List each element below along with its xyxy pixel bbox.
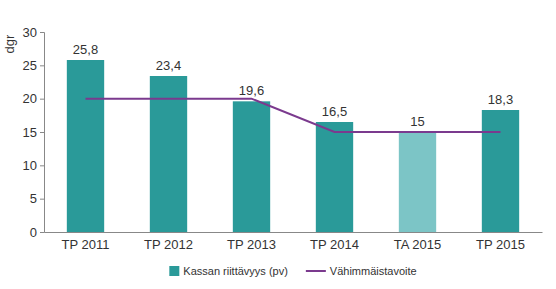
- y-axis-line: [40, 33, 45, 233]
- y-tick-label: 30: [23, 25, 37, 40]
- data-label: 25,8: [73, 42, 98, 57]
- y-tick-mark: [40, 232, 44, 233]
- x-tick: TP 2013: [227, 232, 276, 252]
- bar: [482, 110, 519, 232]
- y-tick: 25: [23, 58, 44, 73]
- y-tick-label: 15: [23, 125, 37, 140]
- y-tick: 30: [23, 25, 44, 40]
- data-label: 16,5: [322, 104, 347, 119]
- chart: 0 5 10 15 20 25 30 TP 2011 TP 2012 TP 2013 TP 2014…: [0, 0, 556, 289]
- legend-swatch: [169, 266, 179, 276]
- x-tick-label: TP 2015: [476, 237, 525, 252]
- data-labels: 25,8 23,4 19,6 16,5 15 18,3: [73, 42, 513, 129]
- data-label: 18,3: [488, 92, 513, 107]
- x-tick: TP 2014: [310, 232, 359, 252]
- y-tick-label: 5: [30, 191, 37, 206]
- y-tick: 15: [23, 125, 44, 140]
- x-axis-line: [45, 232, 543, 233]
- x-axis: TP 2011 TP 2012 TP 2013 TP 2014 TA 2015 TP 20…: [45, 232, 543, 252]
- bar: [316, 122, 353, 232]
- x-tick: TP 2012: [144, 232, 193, 252]
- x-tick: TA 2015: [394, 232, 441, 252]
- y-tick: 10: [23, 158, 44, 173]
- bar: [399, 132, 436, 232]
- y-tick-label: 20: [23, 91, 37, 106]
- y-tick-mark: [40, 65, 44, 66]
- legend-item: Kassan riittävyys (pv): [169, 265, 288, 277]
- data-label: 15: [410, 114, 424, 129]
- legend-swatch: [306, 270, 326, 272]
- y-axis: 0 5 10 15 20 25 30: [23, 25, 45, 240]
- plot: 0 5 10 15 20 25 30 TP 2011 TP 2012 TP 2013 TP 2014…: [23, 25, 543, 253]
- data-label: 19,6: [239, 83, 264, 98]
- y-tick-mark: [40, 99, 44, 100]
- x-tick: TP 2011: [62, 232, 110, 252]
- y-tick-mark: [40, 199, 44, 200]
- bar: [233, 101, 270, 232]
- legend-item: Vähimmäistavoite: [306, 265, 417, 277]
- y-tick: 20: [23, 91, 44, 106]
- x-tick-label: TP 2013: [227, 237, 276, 252]
- line: [86, 99, 501, 132]
- y-tick: 5: [30, 191, 44, 206]
- x-tick-label: TA 2015: [394, 237, 441, 252]
- y-tick-label: 25: [23, 58, 37, 73]
- data-label: 23,4: [156, 58, 181, 73]
- legend-label: Vähimmäistavoite: [330, 265, 417, 277]
- x-tick: TP 2015: [476, 232, 525, 252]
- y-tick-mark: [40, 132, 44, 133]
- y-tick-mark: [40, 32, 44, 33]
- y-tick: 0: [30, 225, 44, 240]
- y-tick-label: 10: [23, 158, 37, 173]
- y-tick-mark: [40, 165, 44, 166]
- bar: [67, 60, 104, 232]
- legend-label: Kassan riittävyys (pv): [183, 265, 288, 277]
- x-tick-label: TP 2011: [62, 237, 110, 252]
- marks: [67, 60, 519, 232]
- x-tick-label: TP 2012: [144, 237, 193, 252]
- legend: Kassan riittävyys (pv) Vähimmäistavoite: [169, 265, 416, 277]
- x-tick-label: TP 2014: [310, 237, 359, 252]
- y-tick-label: 0: [30, 225, 37, 240]
- y-axis-title: dgr: [2, 34, 17, 53]
